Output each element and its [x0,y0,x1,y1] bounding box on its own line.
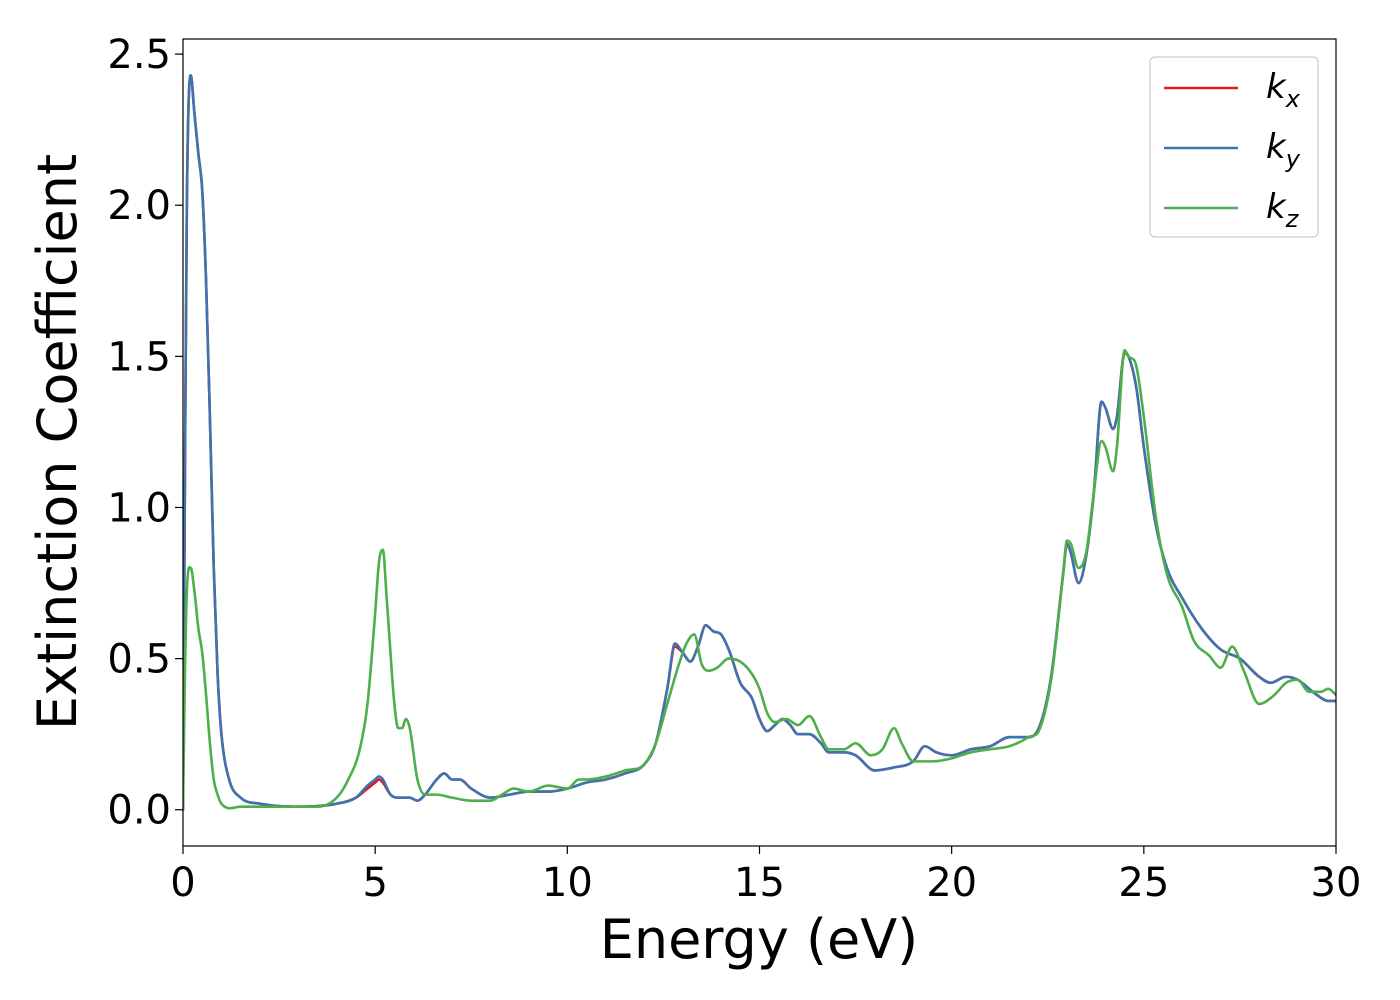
x-tick-label: 15 [734,860,785,906]
x-tick-label: 20 [926,860,977,906]
x-tick-label: 30 [1311,860,1362,906]
series-layer [183,73,1336,812]
x-tick-label: 25 [1118,860,1169,906]
y-tick-label: 0.5 [107,637,171,683]
series-line-z [183,349,1336,812]
x-tick-label: 10 [542,860,593,906]
x-axis-label: Energy (eV) [600,908,919,971]
y-tick-label: 2.0 [107,183,171,229]
y-tick-label: 0.0 [107,788,171,834]
y-tick-label: 1.0 [107,485,171,531]
y-tick-label: 1.5 [107,334,171,380]
y-tick-label: 2.5 [107,32,171,78]
legend-label-x: kx [1266,67,1301,113]
series-line-y [183,73,1336,812]
y-axis-ticks: 0.0 0.5 1.0 1.5 2.0 2.5 [107,32,183,834]
legend-items: kx ky kz [1164,67,1301,233]
x-tick-label: 5 [362,860,387,906]
x-axis-ticks: 0 5 10 15 20 25 30 [170,846,1361,906]
y-axis-label: Extinction Coefficient [26,154,89,730]
legend: kx ky kz [1149,56,1319,238]
legend-label-z: kz [1266,187,1300,233]
x-tick-label: 0 [170,860,195,906]
legend-label-y: ky [1266,127,1301,173]
